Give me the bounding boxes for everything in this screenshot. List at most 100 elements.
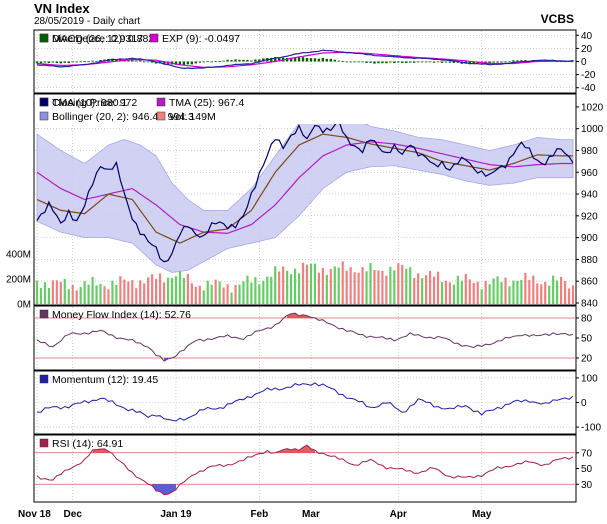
divergence-bar [345,61,348,63]
divergence-bar [127,60,130,62]
volume-bar [361,267,364,304]
divergence-bar [43,61,47,63]
volume-bar [155,278,158,304]
y-tick-label: 1020 [581,102,604,113]
y-tick-label: 80 [581,314,593,325]
legend-label: RSI (14): 64.91 [52,438,123,450]
divergence-bar [353,61,356,63]
divergence-bar [456,61,460,63]
volume-bar [452,284,455,304]
divergence-bar [246,59,249,62]
volume-bar [47,288,51,304]
volume-bar [472,282,475,304]
divergence-bar [444,61,448,63]
divergence-bar [198,61,201,63]
volume-bar [158,273,162,304]
divergence-bar [361,61,364,63]
legend-label: Momentum (12): 19.45 [52,374,158,386]
volume-bar [365,271,368,304]
divergence-bar [210,61,213,63]
volume-bar [460,280,463,304]
divergence-bar [357,61,360,63]
divergence-bar [500,61,503,63]
divergence-bar [373,61,376,64]
divergence-bar [448,61,452,63]
volume-bar [313,263,317,304]
divergence-bar [83,61,86,62]
y-tick-label: 880 [581,255,598,266]
y-tick-label: 920 [581,211,598,222]
volume-bar [468,279,471,304]
momentum-line [36,382,574,422]
volume-bar [488,284,491,304]
volume-bar [43,282,47,304]
volume-bar [107,289,110,304]
y-tick-label: 1000 [581,124,604,135]
volume-bar [385,275,388,304]
divergence-bar [544,59,547,62]
exp-line [36,51,574,69]
volume-tick-label: 400M [6,250,31,261]
legend-swatch [156,111,166,121]
volume-bar [393,270,396,304]
divergence-bar [397,61,400,63]
volume-bar [516,280,519,304]
legend-label: TMA (25): 967.4 [169,97,244,109]
y-tick-label: 960 [581,168,598,179]
volume-bar [143,283,146,304]
y-tick-label: 980 [581,146,598,157]
volume-bar [325,274,328,304]
volume-bar [405,268,408,304]
divergence-bar [186,61,190,65]
volume-bar [377,270,380,304]
legend-label: TMA (10): 980.1 [52,97,127,109]
divergence-bar [349,61,352,63]
divergence-bar [337,60,340,62]
legend-label: Closing Price: 972 [52,97,137,109]
mfi-line [36,312,574,362]
divergence-bar [262,58,265,62]
volume-bar [357,272,360,304]
volume-bar [210,284,213,304]
divergence-bar [393,61,396,64]
divergence-bar [47,61,51,64]
legend-label: Vol: 149M [169,111,216,123]
y-tick-label: 0 [581,398,587,409]
volume-bar [464,273,467,304]
divergence-bar [202,61,205,63]
divergence-bar [91,60,94,62]
volume-bar [274,266,277,304]
volume-bar [178,270,182,304]
divergence-bar [154,61,158,64]
volume-bar [75,290,78,304]
divergence-bar [468,61,471,65]
volume-bar [230,292,233,304]
volume-bar [448,282,452,304]
volume-bar [409,267,412,304]
divergence-bar [178,61,182,66]
volume-bar [389,266,392,304]
chart-subtitle: 28/05/2019 - Daily chart [34,16,140,27]
y-tick-label: -100 [581,423,601,434]
volume-bar [428,270,432,304]
volume-tick-label: 0M [17,300,31,311]
y-tick-label: 40 [581,31,593,42]
volume-bar [131,280,134,304]
volume-bar [432,276,436,304]
volume-bar [305,264,309,304]
volume-bar [417,273,420,304]
y-tick-label: 860 [581,277,598,288]
volume-bar [349,267,352,304]
divergence-bar [174,61,178,65]
volume-bar [480,289,483,304]
divergence-bar [385,61,388,64]
divergence-bar [135,60,138,62]
y-tick-label: 840 [581,299,598,310]
volume-bar [111,280,114,304]
y-tick-label: 940 [581,190,598,201]
volume-bar [182,278,186,304]
y-tick-label: -40 [581,83,596,94]
volume-bar [242,281,245,304]
tma25-line [36,141,573,234]
divergence-bar [389,61,392,63]
